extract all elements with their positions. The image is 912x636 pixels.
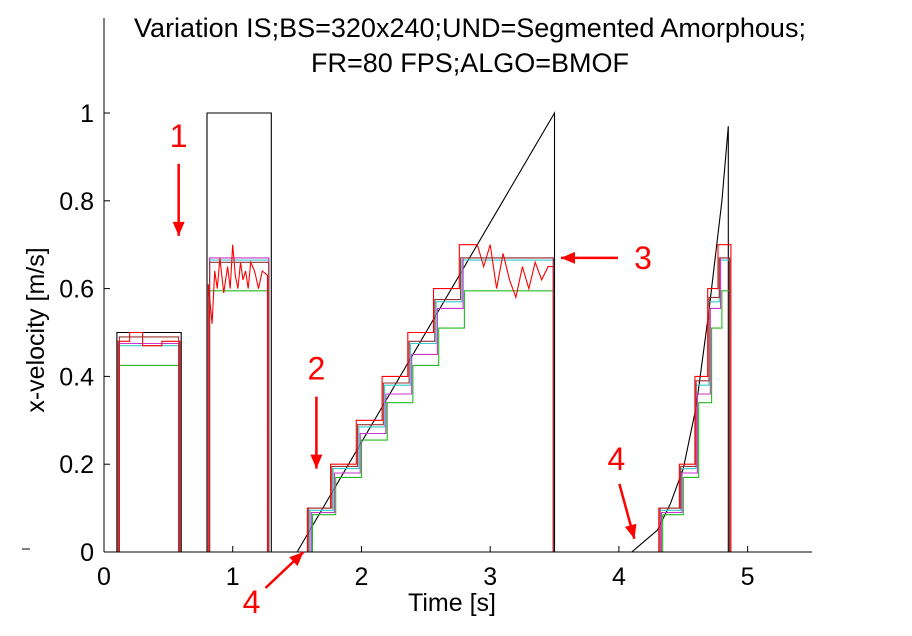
x-tick-label: 0: [97, 563, 111, 591]
annotations: 1 2 3 4 4: [170, 118, 652, 620]
annotation-label: 1: [170, 118, 188, 154]
series-line-ground_truth: [104, 110, 812, 553]
annotation-label: 4: [607, 441, 625, 477]
series-line-green: [104, 290, 812, 553]
chart-subtitle: FR=80 FPS;ALGO=BMOF: [311, 48, 629, 78]
y-tick-label: 0.4: [59, 363, 94, 391]
series-line-magenta: [104, 257, 812, 553]
x-tick-label: 2: [355, 563, 369, 591]
chart-title: Variation IS;BS=320x240;UND=Segmented Am…: [134, 13, 806, 43]
annotation-arrow-head: [172, 221, 185, 236]
y-axis-label: x-velocity [m/s]: [22, 247, 50, 412]
ticks: 0 1 2 3 4 5 0 0.2 0.4 0.6 0.8 1: [59, 100, 754, 591]
annotation-arrow-head: [624, 523, 637, 539]
y-tick-label: 0.8: [59, 188, 94, 216]
annotation-arrow-head: [289, 552, 304, 566]
annotation-label: 3: [634, 240, 652, 276]
x-tick-label: 3: [483, 563, 497, 591]
annotation-arrow-head: [560, 251, 575, 264]
series-line-darkred: [104, 257, 812, 553]
chart-title-block: Variation IS;BS=320x240;UND=Segmented Am…: [134, 13, 806, 78]
plot-lines: [104, 110, 812, 553]
x-tick-label: 5: [741, 563, 755, 591]
annotation-label: 2: [308, 351, 326, 387]
series-line-cyan: [104, 259, 812, 553]
y-tick-label: 0.2: [59, 451, 94, 479]
y-tick-label: 1: [80, 100, 94, 128]
axes: [22, 18, 812, 553]
annotation-label: 4: [243, 584, 261, 620]
x-tick-label: 1: [226, 563, 240, 591]
x-tick-label: 4: [612, 563, 626, 591]
y-tick-label: 0: [80, 539, 94, 567]
annotation-arrow-head: [310, 454, 323, 469]
x-axis-label: Time [s]: [408, 589, 496, 617]
y-tick-label: 0.6: [59, 276, 94, 304]
